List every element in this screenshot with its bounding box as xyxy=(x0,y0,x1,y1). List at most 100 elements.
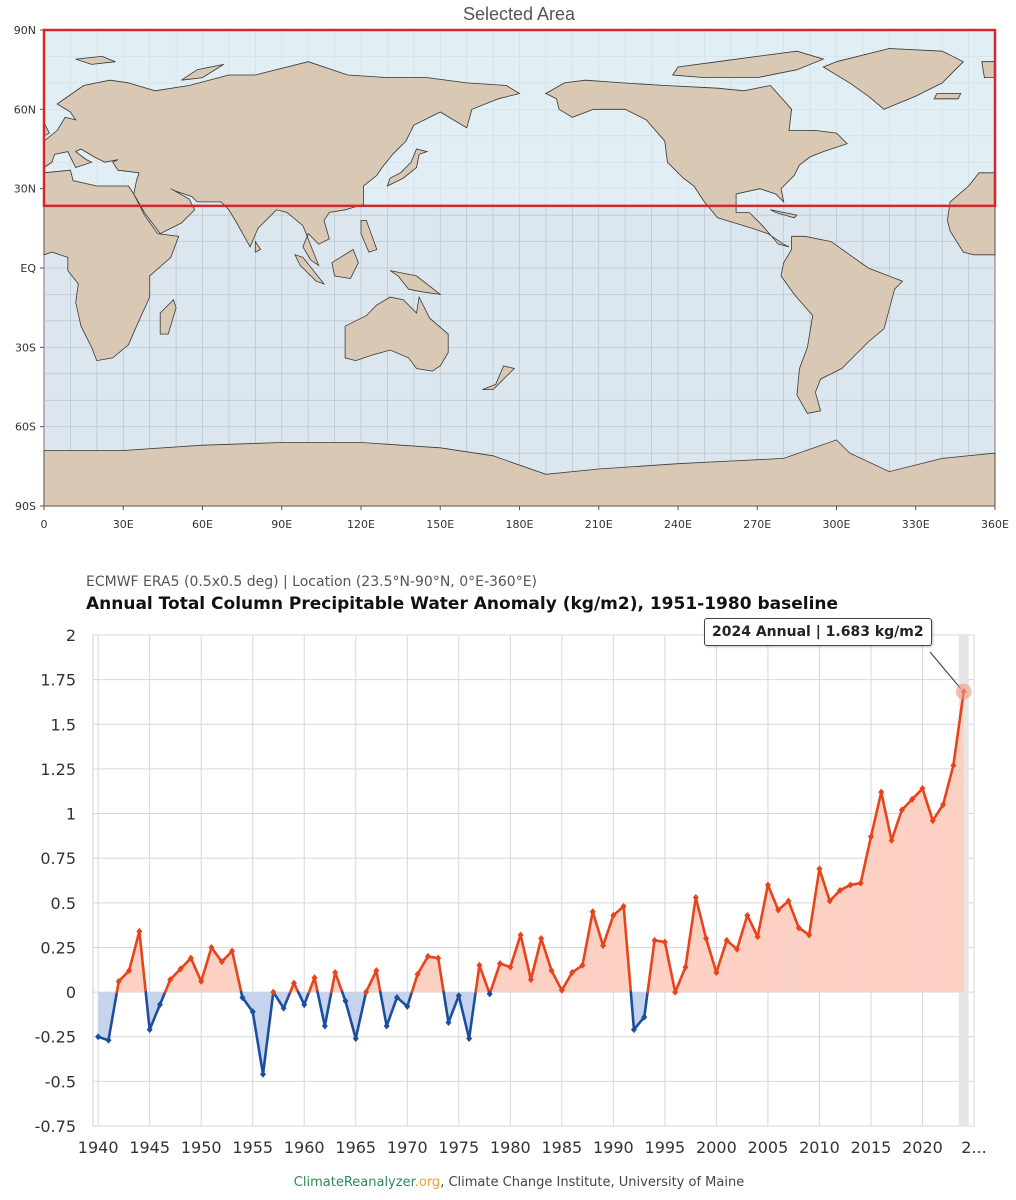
data-point xyxy=(651,936,658,944)
line-segment xyxy=(735,914,749,951)
area-segment xyxy=(953,691,964,993)
line-segment xyxy=(704,937,718,974)
area-segment xyxy=(541,938,552,993)
line-segment xyxy=(127,930,141,972)
data-point xyxy=(672,988,679,996)
area-segment xyxy=(757,884,768,993)
anomaly-chart: 21.751.51.2510.750.50.250-0.25-0.5-0.75 … xyxy=(35,626,987,1157)
longitude-label: 360E xyxy=(981,518,1009,531)
x-tick-label: 2010 xyxy=(799,1138,840,1157)
line-segment xyxy=(385,996,399,1028)
x-tick-label: 1995 xyxy=(645,1138,686,1157)
x-tick-label: 1970 xyxy=(387,1138,428,1157)
line-segment xyxy=(189,956,203,983)
data-point xyxy=(311,974,318,982)
data-point xyxy=(847,881,854,889)
area-segment xyxy=(170,968,181,993)
data-point xyxy=(723,936,730,944)
svalbard-landmass xyxy=(75,55,116,65)
area-segment xyxy=(417,956,428,993)
data-point xyxy=(589,908,596,916)
australia-landmass xyxy=(344,295,449,372)
hovered-point-halo xyxy=(955,683,972,700)
line-segment xyxy=(910,787,924,801)
line-segment xyxy=(379,990,388,1028)
area-segment xyxy=(716,940,727,993)
data-point xyxy=(837,886,844,894)
x-tick-label: 2005 xyxy=(748,1138,789,1157)
line-segment xyxy=(323,990,333,1028)
area-segment xyxy=(891,809,902,993)
line-segment xyxy=(529,937,543,981)
y-tick-label: 0.75 xyxy=(40,849,76,868)
line-segment xyxy=(746,914,759,939)
area-segment xyxy=(840,884,851,993)
chart-subtitle: ECMWF ERA5 (0.5x0.5 deg) | Location (23.… xyxy=(86,574,538,590)
longitude-label: 210E xyxy=(585,518,613,531)
greenland-east-fragment xyxy=(981,61,995,78)
area-segment xyxy=(500,963,511,993)
data-point xyxy=(610,911,617,919)
x-tick-label: 2020 xyxy=(902,1138,943,1157)
line-segment xyxy=(261,990,275,1076)
data-point xyxy=(878,788,885,796)
new-zealand-landmass xyxy=(482,365,515,390)
data-point xyxy=(95,1033,102,1041)
area-segment xyxy=(850,883,861,993)
plot-frame xyxy=(92,634,975,1127)
data-point xyxy=(538,935,545,943)
data-point xyxy=(569,968,576,976)
data-point xyxy=(404,1002,411,1010)
area-segment xyxy=(654,940,665,993)
data-point xyxy=(301,1001,308,1009)
line-segment xyxy=(684,896,698,969)
data-point xyxy=(476,961,483,969)
line-segment xyxy=(629,990,636,1031)
line-segment xyxy=(931,803,945,822)
line-segment xyxy=(869,790,883,839)
data-point xyxy=(888,836,895,844)
line-segment xyxy=(601,914,615,947)
area-segment xyxy=(943,765,954,993)
area-segment xyxy=(592,911,604,993)
y-tick-labels: 2 1.75 1.5 1.25 1 0.75 0.5 0.25 0 -0.25 -0.5 -0.75 xyxy=(35,626,76,1136)
tooltip: 2024 Annual | 1.683 kg/m2 xyxy=(704,618,932,646)
data-point xyxy=(527,976,534,984)
data-point xyxy=(342,997,349,1005)
data-point xyxy=(332,968,339,976)
line-segment xyxy=(344,999,358,1040)
y-tick-label: 1 xyxy=(66,805,76,824)
longitude-label: 60E xyxy=(192,518,213,531)
longitude-label: 150E xyxy=(426,518,454,531)
data-point xyxy=(198,977,205,985)
data-point xyxy=(579,961,586,969)
x-tick-label: 1940 xyxy=(78,1138,119,1157)
data-point xyxy=(156,1001,163,1009)
data-point xyxy=(239,993,246,1001)
line-segment xyxy=(241,996,255,1014)
area-segment xyxy=(870,792,882,993)
line-segment xyxy=(787,899,801,930)
south-america-landmass xyxy=(780,235,904,414)
line-segment xyxy=(478,964,491,994)
novaya-zemlya-landmass xyxy=(181,64,224,81)
data-point xyxy=(167,976,174,984)
x-tick-label: 2... xyxy=(961,1138,986,1157)
line-segment xyxy=(766,883,780,912)
data-point xyxy=(321,1022,328,1030)
data-point xyxy=(363,988,370,996)
series-points xyxy=(95,688,967,1078)
line-segment xyxy=(436,956,445,994)
line-segment xyxy=(818,867,832,903)
data-point xyxy=(373,967,380,975)
y-tick-label: -0.25 xyxy=(35,1028,76,1047)
credit-link[interactable]: ClimateReanalyzer xyxy=(293,1175,415,1190)
credit-link-domain[interactable]: .org xyxy=(414,1175,441,1190)
data-point xyxy=(826,897,833,905)
line-segment xyxy=(148,1003,162,1031)
japan-landmass xyxy=(386,148,429,187)
area-segment xyxy=(809,868,820,993)
data-point xyxy=(898,806,905,814)
data-point xyxy=(929,817,936,825)
area-segment xyxy=(129,931,140,993)
